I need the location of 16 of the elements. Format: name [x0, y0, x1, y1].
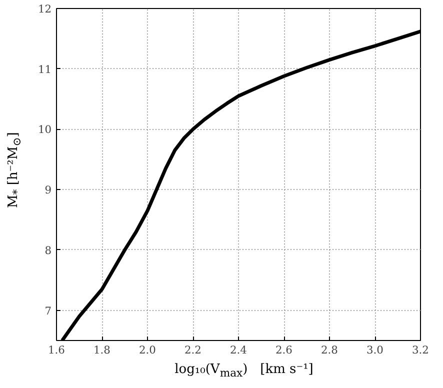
x-tick-label: 1.6 [48, 344, 66, 356]
x-tick-label: 2.4 [230, 344, 248, 356]
x-tick-label: 2.2 [184, 344, 202, 356]
x-tick-label: 1.8 [94, 344, 111, 356]
y-tick-label: 11 [38, 62, 52, 76]
x-tick-label: 2.8 [321, 344, 338, 356]
x-tick-label: 3.0 [366, 344, 384, 356]
y-tick-label: 12 [38, 2, 52, 16]
x-tick-label: 3.2 [412, 344, 429, 356]
y-tick-label: 8 [44, 244, 52, 257]
y-tick-label: 9 [44, 184, 52, 197]
y-tick-label: 7 [44, 304, 52, 318]
x-axis-title: log₁₀(V$_{max}$) [km s⁻¹] [174, 361, 314, 382]
y-tick-label: 10 [38, 123, 52, 136]
x-tick-label: 2.6 [276, 344, 293, 356]
x-tick-label: 2.0 [139, 344, 156, 356]
